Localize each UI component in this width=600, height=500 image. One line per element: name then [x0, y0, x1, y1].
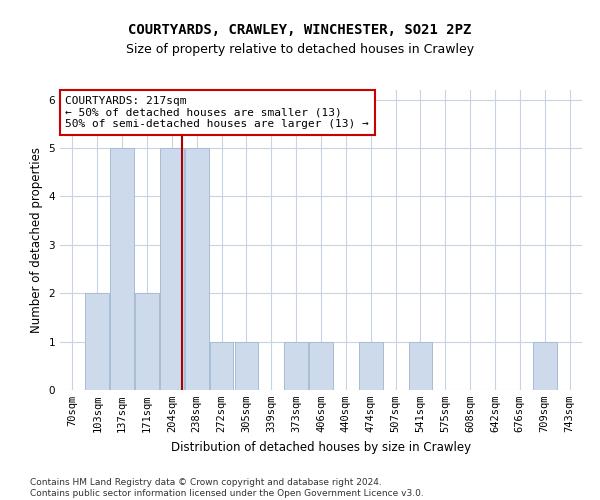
Bar — [284, 342, 308, 390]
Text: COURTYARDS, CRAWLEY, WINCHESTER, SO21 2PZ: COURTYARDS, CRAWLEY, WINCHESTER, SO21 2P… — [128, 22, 472, 36]
Bar — [409, 342, 432, 390]
Text: COURTYARDS: 217sqm
← 50% of detached houses are smaller (13)
50% of semi-detache: COURTYARDS: 217sqm ← 50% of detached hou… — [65, 96, 369, 129]
Bar — [135, 293, 159, 390]
Bar — [533, 342, 557, 390]
Bar — [160, 148, 184, 390]
Bar — [110, 148, 134, 390]
Bar — [210, 342, 233, 390]
Bar — [309, 342, 333, 390]
Y-axis label: Number of detached properties: Number of detached properties — [30, 147, 43, 333]
Bar — [235, 342, 258, 390]
Bar — [359, 342, 383, 390]
Bar — [85, 293, 109, 390]
X-axis label: Distribution of detached houses by size in Crawley: Distribution of detached houses by size … — [171, 440, 471, 454]
Bar — [185, 148, 209, 390]
Text: Size of property relative to detached houses in Crawley: Size of property relative to detached ho… — [126, 42, 474, 56]
Text: Contains HM Land Registry data © Crown copyright and database right 2024.
Contai: Contains HM Land Registry data © Crown c… — [30, 478, 424, 498]
